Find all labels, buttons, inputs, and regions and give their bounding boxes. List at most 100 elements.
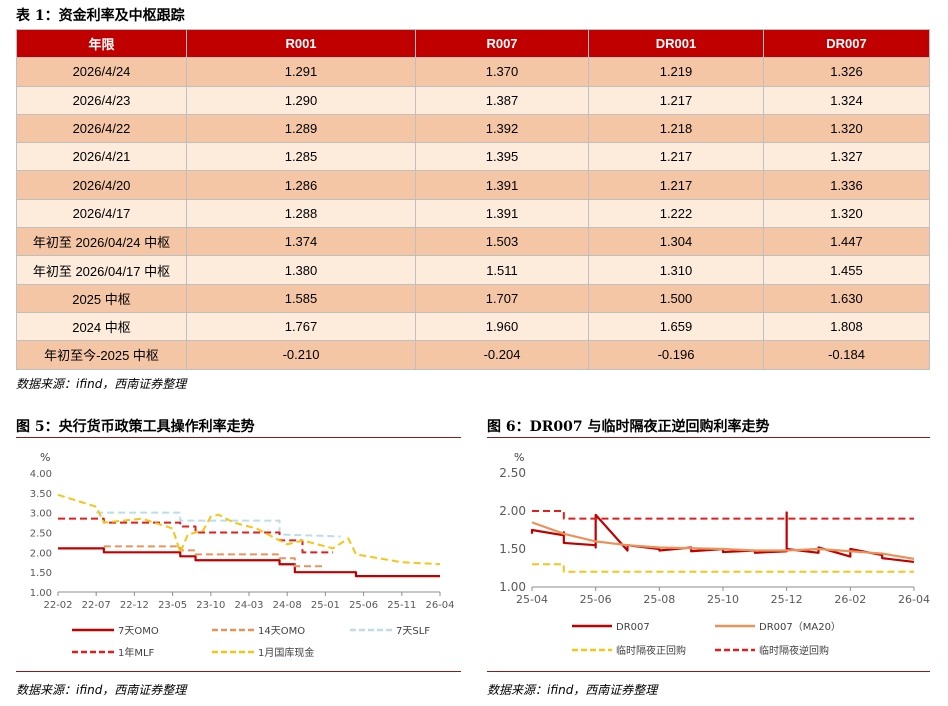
series-line-1 (531, 521, 915, 560)
x-tick-label: 22-12 (120, 600, 149, 611)
y-tick-label: 3.50 (30, 489, 52, 500)
x-tick-label: 25-06 (349, 600, 378, 611)
value-cell: 1.511 (415, 255, 589, 285)
series-line-2 (532, 563, 914, 573)
x-tick-label: 26-04 (898, 593, 930, 606)
value-cell: 1.285 (186, 142, 416, 172)
fig5-bottom-rule (16, 671, 461, 672)
fig6-title: 图 6：DR007 与临时隔夜正逆回购利率走势 (487, 419, 770, 435)
y-tick-label: 1.00 (499, 580, 526, 594)
value-cell: 1.290 (186, 85, 416, 115)
value-cell: 1.387 (415, 85, 589, 115)
fig5-source: 数据来源：ifind，西南证券整理 (16, 683, 187, 697)
value-cell: -0.184 (763, 340, 930, 370)
value-cell: 1.500 (588, 283, 764, 313)
x-tick-label: 25-04 (516, 593, 548, 606)
row-label-cell: 2026/4/24 (16, 57, 187, 87)
x-tick-label: 26-02 (834, 593, 866, 606)
x-tick-label: 23-10 (196, 600, 225, 611)
value-cell: 1.447 (763, 227, 930, 257)
value-cell: 1.324 (763, 85, 930, 115)
row-label-cell: 年初至 2026/04/24 中枢 (16, 227, 187, 257)
header-r007: R007 (415, 28, 589, 59)
series-line-1 (103, 545, 326, 568)
x-tick-label: 26-04 (425, 600, 454, 611)
value-cell: 1.391 (415, 198, 589, 229)
fig5-chart: % 1.00 1.50 2.00 2.50 3.00 3.50 4.00 22-02 22-07 2… (30, 451, 455, 659)
value-cell: 1.630 (763, 283, 930, 313)
series-line-0 (58, 547, 440, 578)
value-cell: -0.210 (186, 340, 416, 370)
y-tick-label: 2.00 (30, 548, 52, 559)
legend-label: 1年MLF (118, 646, 155, 659)
series-line-4 (57, 493, 441, 566)
row-label-cell: 2026/4/23 (16, 85, 187, 115)
value-cell: 1.327 (763, 142, 930, 172)
rates-table: 年限 R001 R007 DR001 DR007 2026/4/24 1.291 1… (16, 28, 930, 370)
legend-label: 14天OMO (258, 626, 305, 637)
fig5-rule (16, 437, 461, 438)
header-dr001: DR001 (588, 28, 764, 59)
row-label-cell: 2026/4/20 (16, 170, 187, 200)
y-tick-label: 1.50 (30, 568, 52, 579)
row-label-cell: 2026/4/21 (16, 142, 187, 172)
series-line-3 (532, 510, 914, 520)
value-cell: 1.808 (763, 311, 930, 342)
series-line-2 (96, 511, 341, 538)
value-cell: 1.320 (763, 113, 930, 144)
value-cell: 1.336 (763, 170, 930, 200)
value-cell: 1.659 (588, 311, 764, 342)
row-label-cell: 2024 中枢 (16, 311, 187, 342)
value-cell: 1.374 (186, 227, 416, 257)
y-tick-label: 1.00 (30, 588, 52, 599)
fig5-title: 图 5：央行货币政策工具操作利率走势 (16, 419, 255, 435)
fig6-bottom-rule (487, 671, 930, 672)
x-tick-label: 22-02 (43, 600, 72, 611)
value-cell: 1.286 (186, 170, 416, 200)
value-cell: 1.370 (415, 57, 589, 87)
legend-label: 7天OMO (118, 626, 159, 637)
table-title: 表 1：资金利率及中枢跟踪 (16, 8, 185, 24)
y-unit-label: % (514, 451, 524, 464)
fig6-source: 数据来源：ifind，西南证券整理 (487, 683, 658, 697)
value-cell: 1.219 (588, 57, 764, 87)
value-cell: 1.217 (588, 85, 764, 115)
x-tick-label: 25-06 (580, 593, 612, 606)
value-cell: -0.196 (588, 340, 764, 370)
y-tick-label: 2.50 (30, 529, 52, 540)
value-cell: 1.291 (186, 57, 416, 87)
value-cell: 1.767 (186, 311, 416, 342)
value-cell: 1.960 (415, 311, 589, 342)
row-label-cell: 2025 中枢 (16, 283, 187, 313)
value-cell: 1.289 (186, 113, 416, 144)
row-label-cell: 年初至 2026/04/17 中枢 (16, 255, 187, 285)
x-tick-label: 22-07 (82, 600, 111, 611)
value-cell: 1.585 (186, 283, 416, 313)
value-cell: 1.320 (763, 198, 930, 229)
y-tick-label: 1.50 (499, 542, 526, 556)
table-row: 2024 中枢 1.767 1.960 1.659 1.808 (16, 311, 930, 342)
header-period: 年限 (16, 28, 187, 59)
value-cell: 1.288 (186, 198, 416, 229)
value-cell: 1.455 (763, 255, 930, 285)
value-cell: 1.391 (415, 170, 589, 200)
y-unit-label: % (40, 451, 50, 464)
table-row: 2026/4/20 1.286 1.391 1.217 1.336 (16, 170, 930, 200)
value-cell: 1.310 (588, 255, 764, 285)
value-cell: 1.395 (415, 142, 589, 172)
row-label-cell: 2026/4/17 (16, 198, 187, 229)
y-tick-label: 2.50 (499, 466, 526, 480)
x-tick-label: 24-03 (234, 600, 263, 611)
table-row: 年初至 2026/04/17 中枢 1.380 1.511 1.310 1.455 (16, 255, 930, 285)
value-cell: 1.392 (415, 113, 589, 144)
series-line-0 (530, 511, 915, 564)
table-row: 年初至今-2025 中枢 -0.210 -0.204 -0.196 -0.184 (16, 340, 930, 370)
x-tick-label: 24-08 (273, 600, 302, 611)
legend-label: DR007 (616, 622, 650, 633)
table-row: 年初至 2026/04/24 中枢 1.374 1.503 1.304 1.447 (16, 227, 930, 257)
x-tick-label: 25-01 (311, 600, 340, 611)
fig6-rule (487, 437, 930, 438)
value-cell: 1.380 (186, 255, 416, 285)
table-row: 2025 中枢 1.585 1.707 1.500 1.630 (16, 283, 930, 313)
table-source: 数据来源：ifind，西南证券整理 (16, 377, 187, 391)
